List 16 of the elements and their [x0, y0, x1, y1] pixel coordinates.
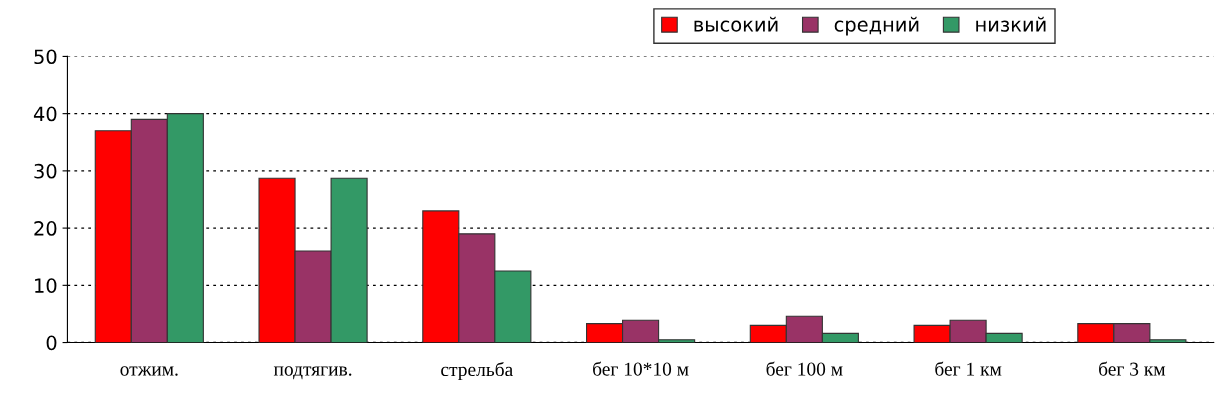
legend-label: низкий [976, 16, 1046, 32]
y-tick-label: 40 [33, 106, 57, 122]
x-tick-label: стрельба [441, 361, 513, 381]
x-tick-label: бег 100 м [766, 361, 843, 376]
y-tick-label: 30 [34, 163, 57, 179]
legend-label: средний [834, 16, 919, 36]
x-tick-label: подтягив. [273, 366, 352, 380]
y-tick-label: 20 [34, 221, 57, 236]
y-tick-label: 50 [34, 49, 57, 65]
x-tick-label: бег 1 км [935, 361, 1002, 376]
x-tick-label: бег 10*10 м [593, 361, 689, 376]
x-tick-label: бег 3 км [1099, 361, 1166, 376]
x-tick-label: отжим. [120, 366, 178, 376]
y-tick-label: 10 [35, 278, 57, 293]
y-tick-label: 0 [46, 335, 57, 351]
legend-label: высокий [694, 16, 778, 32]
